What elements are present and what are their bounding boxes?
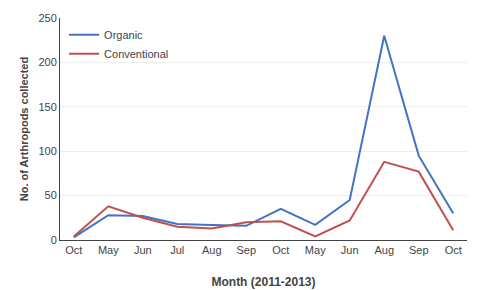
svg-text:250: 250 (38, 12, 56, 24)
svg-text:Sep: Sep (409, 244, 429, 256)
svg-text:150: 150 (38, 101, 56, 113)
svg-text:Aug: Aug (202, 244, 222, 256)
svg-text:50: 50 (45, 189, 57, 201)
svg-text:Organic: Organic (104, 29, 143, 41)
svg-text:No. of Arthropods collected: No. of Arthropods collected (18, 57, 30, 201)
svg-text:Jun: Jun (341, 244, 359, 256)
svg-text:0: 0 (51, 234, 57, 246)
svg-text:200: 200 (38, 56, 56, 68)
svg-text:Jun: Jun (134, 244, 152, 256)
svg-text:Conventional: Conventional (104, 48, 168, 60)
svg-text:Aug: Aug (374, 244, 394, 256)
svg-text:100: 100 (38, 145, 56, 157)
svg-text:Month (2011-2013): Month (2011-2013) (211, 275, 315, 289)
svg-text:May: May (305, 244, 326, 256)
svg-text:Sep: Sep (236, 244, 256, 256)
svg-text:May: May (98, 244, 119, 256)
svg-text:Oct: Oct (445, 244, 462, 256)
svg-text:Oct: Oct (65, 244, 82, 256)
svg-text:Jul: Jul (170, 244, 184, 256)
svg-text:Oct: Oct (272, 244, 289, 256)
